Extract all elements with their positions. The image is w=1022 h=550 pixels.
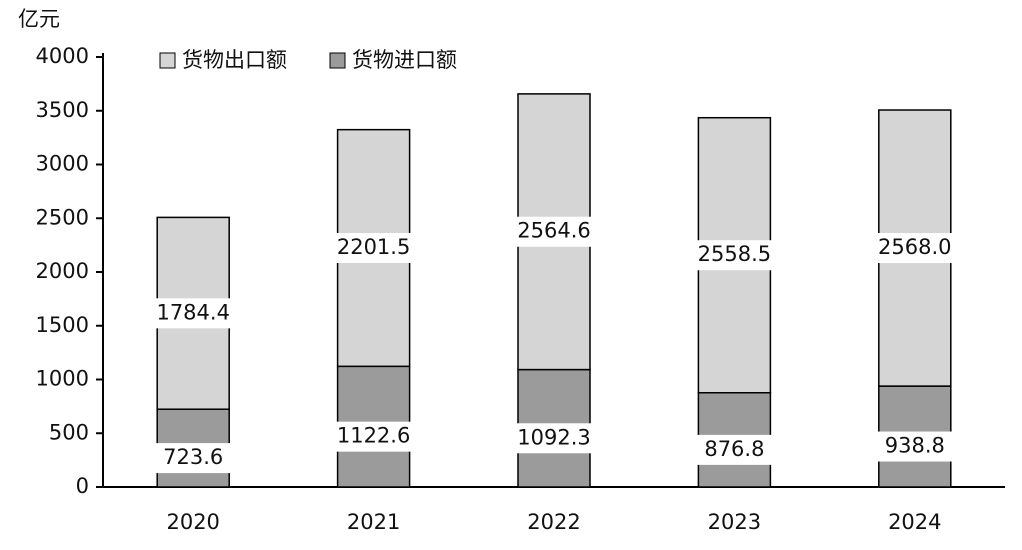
y-tick-label: 2500: [36, 205, 89, 229]
data-label: 1092.3: [517, 425, 590, 449]
y-tick-label: 2000: [36, 259, 89, 283]
y-tick-label: 1500: [36, 313, 89, 337]
x-tick-label: 2021: [347, 510, 400, 534]
legend-label: 货物出口额: [182, 48, 287, 72]
legend-swatch: [329, 52, 346, 69]
data-label: 2564.6: [517, 219, 590, 243]
y-tick-label: 0: [76, 474, 89, 498]
data-label: 938.8: [885, 434, 945, 458]
x-tick-label: 2023: [708, 510, 761, 534]
data-label: 2568.0: [878, 235, 951, 259]
data-label-bg: [688, 240, 781, 271]
data-label-bg: [327, 421, 420, 452]
data-label-bg: [327, 232, 420, 263]
data-label-bg: [147, 443, 240, 474]
x-tick-label: 2022: [527, 510, 580, 534]
data-label: 876.8: [704, 437, 764, 461]
data-label: 2201.5: [337, 235, 410, 259]
data-label-bg: [688, 434, 781, 465]
y-tick-label: 1000: [36, 367, 89, 391]
data-label: 1784.4: [156, 300, 229, 324]
x-tick-label: 2024: [888, 510, 941, 534]
y-tick-label: 3500: [36, 98, 89, 122]
y-tick-label: 4000: [36, 44, 89, 68]
y-tick-label: 500: [49, 420, 89, 444]
data-label-bg: [868, 431, 961, 462]
data-label-bg: [508, 423, 600, 454]
data-label-bg: [508, 216, 600, 247]
data-label: 2558.5: [698, 242, 771, 266]
y-tick-label: 3000: [36, 152, 89, 176]
legend-label: 货物进口额: [352, 48, 457, 72]
data-label: 723.6: [163, 445, 223, 469]
data-label-bg: [147, 298, 240, 329]
x-tick-label: 2020: [166, 510, 219, 534]
data-label-bg: [868, 233, 961, 264]
unit-label: 亿元: [18, 7, 60, 31]
data-label: 1122.6: [337, 424, 410, 448]
legend-swatch: [159, 52, 176, 69]
